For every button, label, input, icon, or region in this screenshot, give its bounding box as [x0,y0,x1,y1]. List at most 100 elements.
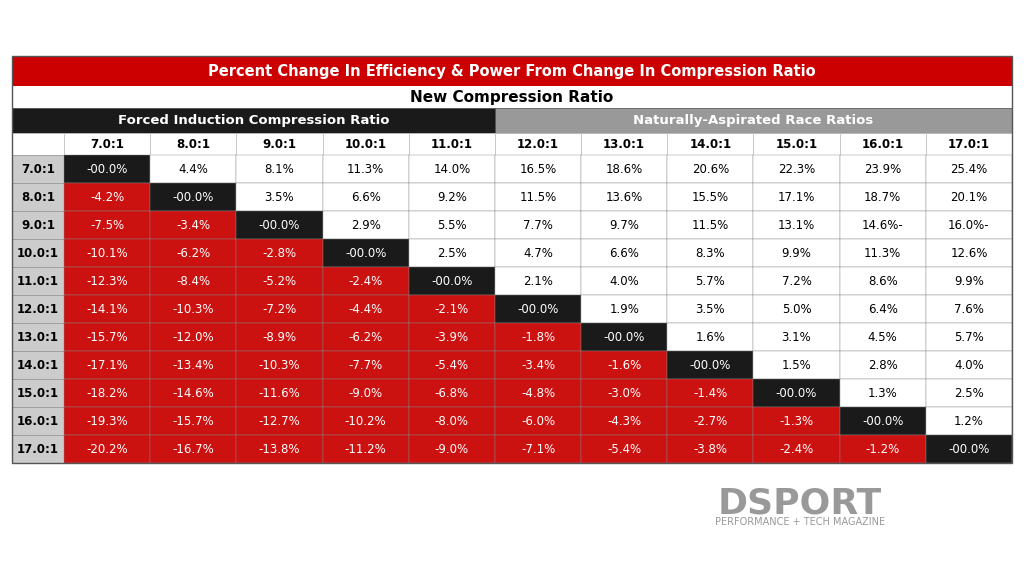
Text: 2.8%: 2.8% [868,358,898,371]
Text: -4.3%: -4.3% [607,415,641,427]
Text: 6.6%: 6.6% [350,191,381,204]
Bar [495,239,581,267]
Bar [12,183,63,211]
Text: -13.8%: -13.8% [259,443,300,456]
Text: -10.3%: -10.3% [172,302,214,315]
Bar [12,435,63,463]
Bar [668,239,754,267]
Bar [754,351,840,379]
Text: -6.2%: -6.2% [348,330,383,343]
Bar [926,211,1012,239]
Text: -2.8%: -2.8% [262,246,297,260]
Text: DSPORT: DSPORT [718,487,882,521]
Bar [926,379,1012,407]
Bar [495,108,1012,133]
Text: -2.4%: -2.4% [779,443,814,456]
Text: 16.0%-: 16.0%- [948,218,990,232]
Text: -7.2%: -7.2% [262,302,297,315]
Text: -00.0%: -00.0% [690,358,731,371]
Bar [754,407,840,435]
Bar [63,351,151,379]
Bar [151,379,237,407]
Text: 7.0:1: 7.0:1 [90,137,124,150]
Text: -3.8%: -3.8% [693,443,727,456]
Text: -00.0%: -00.0% [948,443,989,456]
Text: -00.0%: -00.0% [86,163,128,176]
Text: 12.6%: 12.6% [950,246,987,260]
Text: -00.0%: -00.0% [173,191,214,204]
Bar [754,379,840,407]
Bar [581,295,668,323]
Text: -9.0%: -9.0% [348,387,383,399]
Text: -14.1%: -14.1% [86,302,128,315]
Bar [495,183,581,211]
Bar [668,133,754,155]
Text: Percent Change In Efficiency & Power From Change In Compression Ratio: Percent Change In Efficiency & Power Fro… [208,63,816,79]
Text: 4.5%: 4.5% [868,330,898,343]
Bar [926,323,1012,351]
Bar [668,155,754,183]
Bar [409,239,495,267]
Bar [495,267,581,295]
Bar [926,267,1012,295]
Text: 4.0%: 4.0% [609,274,639,287]
Bar [754,211,840,239]
Bar [581,155,668,183]
Bar [840,351,926,379]
Text: 17.0:1: 17.0:1 [17,443,59,456]
Bar [323,295,409,323]
Bar [151,211,237,239]
Bar [323,323,409,351]
Bar [840,379,926,407]
Text: 20.1%: 20.1% [950,191,987,204]
Bar [754,133,840,155]
Bar [12,155,63,183]
Text: -18.2%: -18.2% [86,387,128,399]
Bar [323,155,409,183]
Bar [495,351,581,379]
Bar [63,267,151,295]
Text: -7.1%: -7.1% [521,443,555,456]
Text: 4.0%: 4.0% [954,358,984,371]
Bar [840,183,926,211]
Bar [840,155,926,183]
Bar [323,351,409,379]
Bar [495,407,581,435]
Bar [495,155,581,183]
Text: -00.0%: -00.0% [345,246,386,260]
Text: -1.8%: -1.8% [521,330,555,343]
Text: -17.1%: -17.1% [86,358,128,371]
Text: 1.6%: 1.6% [695,330,725,343]
Text: 1.5%: 1.5% [781,358,811,371]
Text: -3.4%: -3.4% [176,218,210,232]
Text: -1.6%: -1.6% [607,358,641,371]
Text: -3.0%: -3.0% [607,387,641,399]
Bar [237,407,323,435]
Text: 13.1%: 13.1% [778,218,815,232]
Text: 11.5%: 11.5% [519,191,557,204]
Bar [581,183,668,211]
Bar [754,267,840,295]
Bar [323,407,409,435]
Bar [581,407,668,435]
Text: -5.4%: -5.4% [435,358,469,371]
Bar [151,323,237,351]
Text: 13.0:1: 13.0:1 [603,137,645,150]
Bar [12,407,63,435]
Bar [581,379,668,407]
Text: 9.2%: 9.2% [437,191,467,204]
Bar [668,295,754,323]
Bar [12,323,63,351]
Text: 5.7%: 5.7% [695,274,725,287]
Text: Forced Induction Compression Ratio: Forced Induction Compression Ratio [118,114,389,127]
Text: 12.0:1: 12.0:1 [17,302,59,315]
Text: -11.2%: -11.2% [345,443,386,456]
Text: 15.0:1: 15.0:1 [775,137,817,150]
Text: -7.5%: -7.5% [90,218,124,232]
Bar [926,435,1012,463]
Text: -4.4%: -4.4% [348,302,383,315]
Bar [323,183,409,211]
Text: 1.2%: 1.2% [954,415,984,427]
Text: -10.2%: -10.2% [345,415,386,427]
Bar [495,379,581,407]
